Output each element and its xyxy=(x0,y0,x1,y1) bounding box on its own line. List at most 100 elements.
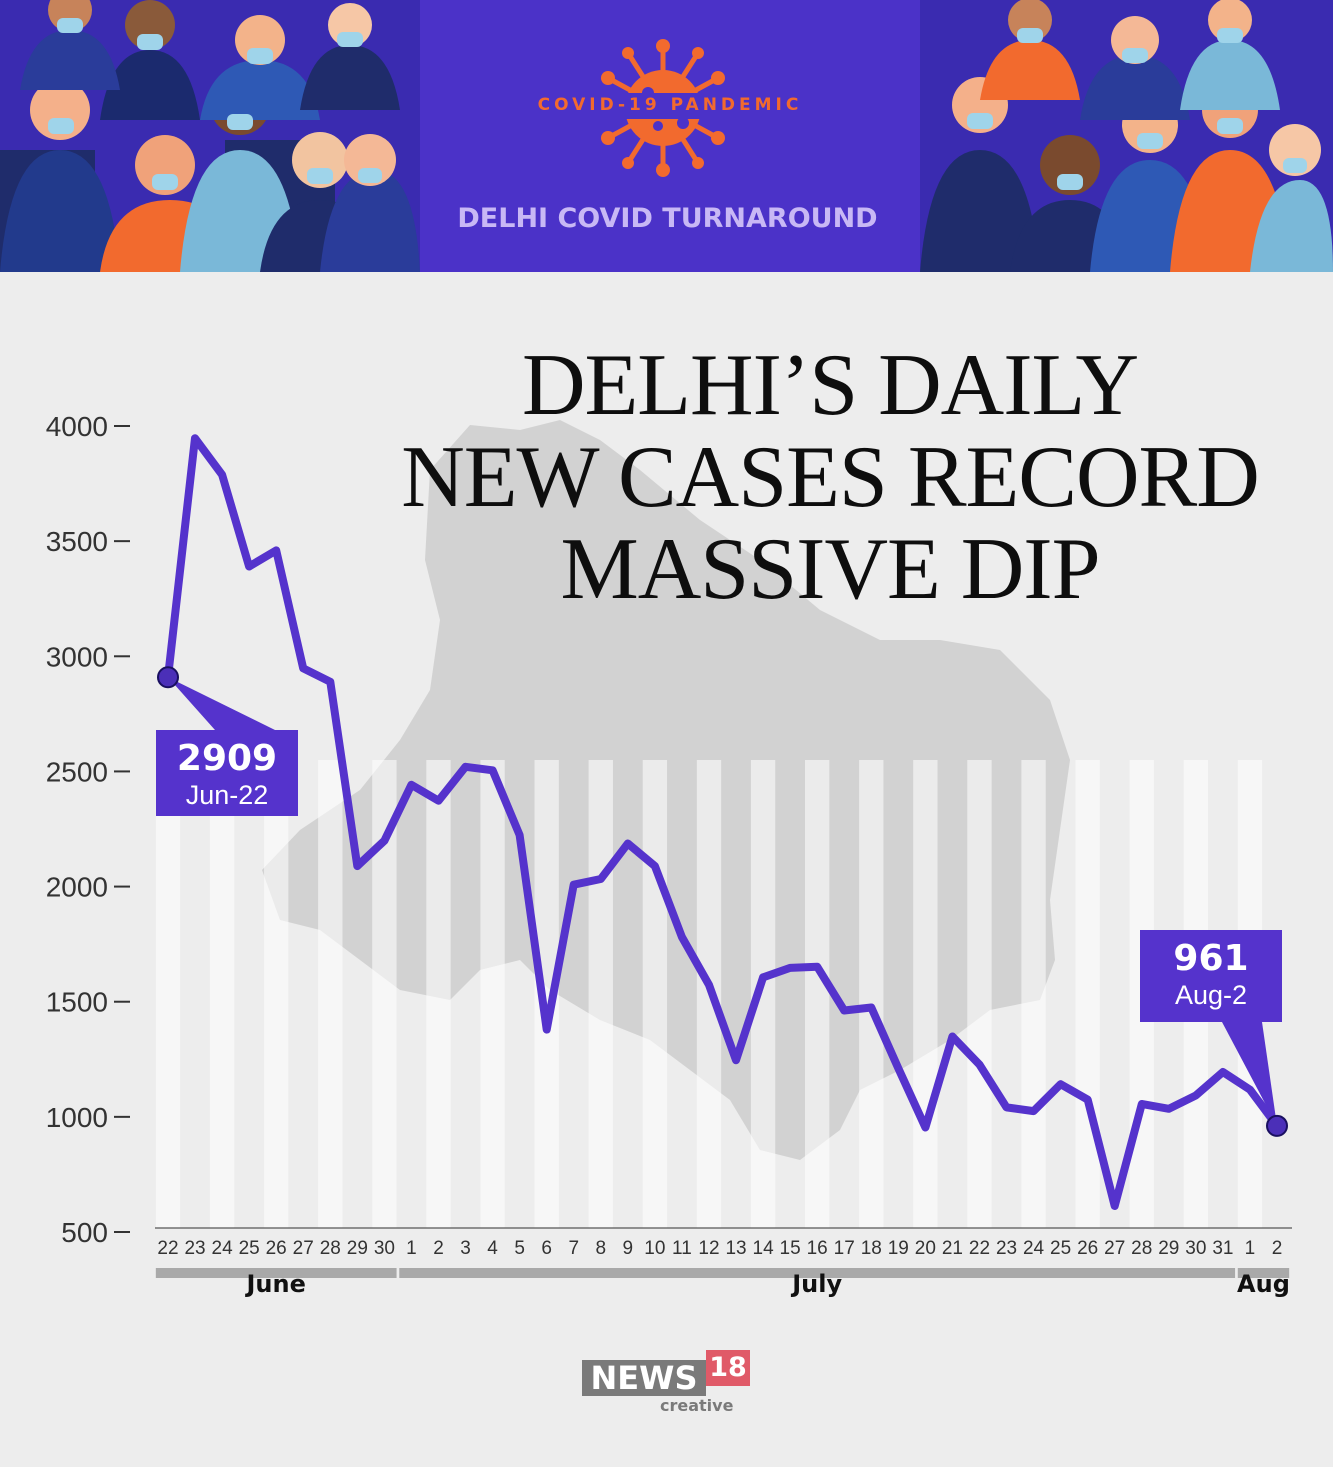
x-tick-label: 2 xyxy=(1272,1238,1283,1259)
logo-news-text: NEWS xyxy=(582,1360,706,1396)
y-tick-label: 1500 xyxy=(46,987,108,1018)
y-tick-label: 4000 xyxy=(46,411,108,442)
x-tick-label: 30 xyxy=(374,1238,395,1259)
series-line-daily-cases xyxy=(164,434,1281,1210)
stripe-16 xyxy=(588,760,613,1228)
page-title: DELHI’S DAILY NEW CASES RECORD MASSIVE D… xyxy=(330,340,1330,616)
y-axis: 4000 3500 3000 2500 2000 1500 1000 500 xyxy=(46,411,130,1248)
stripe-18 xyxy=(642,760,668,1228)
x-tick-label: 31 xyxy=(1212,1238,1233,1259)
x-tick-label: 13 xyxy=(725,1238,746,1259)
stripe-10 xyxy=(426,760,451,1228)
x-tick-label: 14 xyxy=(753,1238,775,1259)
crowd-left-illustration xyxy=(0,0,420,272)
stripe-0 xyxy=(155,760,181,1228)
x-axis-tick-labels: 22 23 24 25 26 27 28 29 30 1 2 3 4 5 6 7 8 9 10 11 12 13 14 15 1… xyxy=(157,1238,1282,1259)
crowd-right-illustration xyxy=(920,0,1333,272)
month-bands: June July Aug xyxy=(155,1268,1290,1298)
x-tick-label: 24 xyxy=(212,1238,234,1259)
month-label: Aug xyxy=(1237,1270,1290,1298)
y-tick-label: 2000 xyxy=(46,872,108,903)
header-banner: COVID-19 PANDEMIC DELHI COVID TURNAROUND xyxy=(0,0,1333,272)
x-tick-label: 2 xyxy=(433,1238,444,1259)
x-tick-label: 24 xyxy=(1023,1238,1045,1259)
x-tick-label: 16 xyxy=(807,1238,828,1259)
stripe-4 xyxy=(264,760,289,1228)
title-line-2: NEW CASES RECORD xyxy=(401,429,1260,526)
x-tick-label: 27 xyxy=(1104,1238,1125,1259)
x-tick-label: 18 xyxy=(861,1238,882,1259)
month-label: July xyxy=(790,1270,842,1298)
stripe-32 xyxy=(1021,760,1046,1228)
annotation-value: 2909 xyxy=(177,738,277,779)
y-tick-label: 500 xyxy=(61,1217,108,1248)
annotation-value: 961 xyxy=(1173,938,1248,979)
x-tick-label: 23 xyxy=(184,1238,205,1259)
x-tick-label: 1 xyxy=(406,1238,417,1259)
x-tick-label: 22 xyxy=(157,1238,178,1259)
annotation-date: Aug-2 xyxy=(1175,980,1247,1010)
stripe-2 xyxy=(209,760,235,1228)
x-tick-label: 28 xyxy=(1131,1238,1152,1259)
x-tick-label: 25 xyxy=(1050,1238,1071,1259)
stripe-6 xyxy=(318,760,343,1228)
annotation-box xyxy=(1140,930,1282,1022)
x-tick-label: 27 xyxy=(293,1238,314,1259)
x-tick-label: 15 xyxy=(780,1238,801,1259)
logo-creative-text: creative xyxy=(660,1396,734,1415)
x-tick-label: 30 xyxy=(1185,1238,1206,1259)
y-tick-label: 3500 xyxy=(46,526,108,557)
month-band-june xyxy=(155,1268,397,1278)
annotation-marker xyxy=(157,666,179,689)
month-label: June xyxy=(244,1270,305,1298)
x-tick-label: 20 xyxy=(915,1238,936,1259)
x-tick-label: 4 xyxy=(487,1238,498,1259)
news18-creative-logo: NEWS 18 creative xyxy=(582,1350,752,1416)
x-tick-label: 1 xyxy=(1245,1238,1256,1259)
x-tick-label: 26 xyxy=(1077,1238,1098,1259)
stripe-34 xyxy=(1075,760,1100,1228)
annotation-marker xyxy=(1266,1114,1288,1137)
annotation-box xyxy=(156,730,298,816)
x-tick-label: 29 xyxy=(347,1238,368,1259)
x-tick-label: 21 xyxy=(942,1238,963,1259)
stripe-12 xyxy=(480,760,505,1228)
x-tick-label: 19 xyxy=(888,1238,909,1259)
x-tick-label: 22 xyxy=(969,1238,990,1259)
stripe-24 xyxy=(804,760,830,1228)
month-band-july xyxy=(399,1268,1236,1278)
x-tick-label: 11 xyxy=(672,1238,692,1259)
y-tick-label: 3000 xyxy=(46,641,108,672)
month-band-aug xyxy=(1237,1268,1290,1278)
x-tick-label: 5 xyxy=(514,1238,525,1259)
x-tick-label: 8 xyxy=(595,1238,606,1259)
annotation-pointer xyxy=(168,677,275,730)
stripe-26 xyxy=(859,760,884,1228)
annotation-pointer xyxy=(1222,1022,1277,1126)
x-tick-label: 12 xyxy=(698,1238,719,1259)
annotation-date: Jun-22 xyxy=(186,780,269,810)
y-tick-label: 1000 xyxy=(46,1102,108,1133)
x-tick-label: 3 xyxy=(460,1238,471,1259)
x-tick-label: 9 xyxy=(623,1238,634,1259)
title-line-1: DELHI’S DAILY xyxy=(521,337,1139,434)
x-tick-label: 23 xyxy=(996,1238,1017,1259)
x-tick-label: 28 xyxy=(320,1238,341,1259)
x-tick-label: 25 xyxy=(239,1238,260,1259)
x-tick-label: 26 xyxy=(266,1238,287,1259)
y-tick-label: 2500 xyxy=(46,756,108,787)
x-tick-label: 6 xyxy=(541,1238,552,1259)
title-line-3: MASSIVE DIP xyxy=(560,521,1100,618)
coronavirus-icon xyxy=(598,39,728,177)
stripe-28 xyxy=(913,760,938,1228)
x-tick-label: 17 xyxy=(834,1238,855,1259)
x-tick-label: 7 xyxy=(568,1238,579,1259)
stripe-30 xyxy=(967,760,992,1228)
x-tick-label: 10 xyxy=(644,1238,665,1259)
logo-number: 18 xyxy=(706,1350,750,1386)
